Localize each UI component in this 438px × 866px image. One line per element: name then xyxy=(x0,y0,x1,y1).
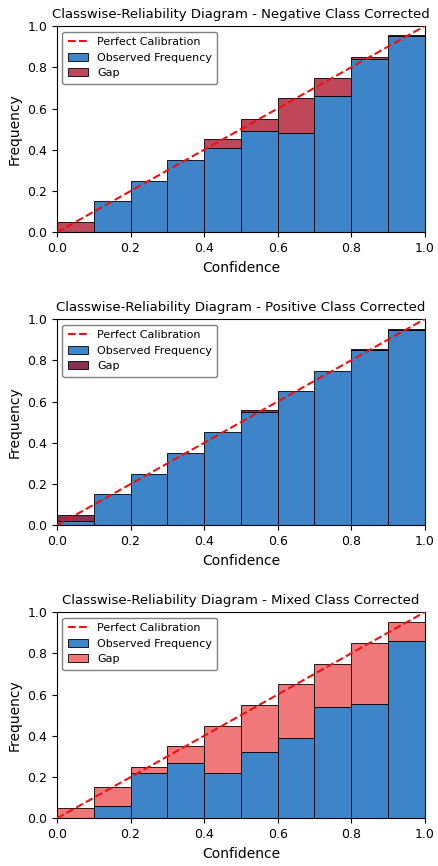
Bar xyxy=(204,432,241,526)
Bar xyxy=(94,202,131,232)
Bar xyxy=(278,98,314,133)
Bar xyxy=(57,808,94,818)
Bar xyxy=(351,643,388,704)
Bar xyxy=(388,36,425,232)
Bar xyxy=(314,78,351,96)
Bar xyxy=(94,806,131,818)
Bar xyxy=(204,726,241,773)
Bar xyxy=(278,684,314,738)
Bar xyxy=(131,181,167,232)
Bar xyxy=(94,787,131,806)
Y-axis label: Frequency: Frequency xyxy=(7,386,21,458)
Legend: Perfect Calibration, Observed Frequency, Gap: Perfect Calibration, Observed Frequency,… xyxy=(63,325,218,377)
Title: Classwise-Reliability Diagram - Negative Class Corrected: Classwise-Reliability Diagram - Negative… xyxy=(52,8,430,21)
Bar xyxy=(351,704,388,818)
Bar xyxy=(241,119,278,132)
Y-axis label: Frequency: Frequency xyxy=(7,94,21,165)
Bar xyxy=(167,453,204,526)
Legend: Perfect Calibration, Observed Frequency, Gap: Perfect Calibration, Observed Frequency,… xyxy=(63,31,218,84)
Bar xyxy=(351,59,388,232)
Bar xyxy=(241,412,278,526)
Bar xyxy=(351,349,388,350)
Bar xyxy=(278,738,314,818)
Bar xyxy=(204,148,241,232)
Bar xyxy=(388,623,425,641)
Bar xyxy=(131,773,167,818)
Bar xyxy=(204,139,241,148)
Bar xyxy=(241,410,278,412)
X-axis label: Confidence: Confidence xyxy=(202,847,280,861)
Bar xyxy=(241,705,278,753)
Bar xyxy=(314,371,351,526)
Bar xyxy=(57,222,94,232)
Bar xyxy=(57,521,94,526)
Bar xyxy=(278,133,314,232)
Bar xyxy=(57,515,94,521)
Bar xyxy=(351,57,388,59)
Bar xyxy=(314,707,351,818)
Title: Classwise-Reliability Diagram - Positive Class Corrected: Classwise-Reliability Diagram - Positive… xyxy=(56,301,426,313)
Bar xyxy=(131,766,167,773)
Bar xyxy=(94,494,131,526)
X-axis label: Confidence: Confidence xyxy=(202,553,280,567)
Bar xyxy=(167,763,204,818)
Legend: Perfect Calibration, Observed Frequency, Gap: Perfect Calibration, Observed Frequency,… xyxy=(63,617,218,669)
Bar xyxy=(241,132,278,232)
Bar xyxy=(388,329,425,330)
Bar xyxy=(204,773,241,818)
Bar xyxy=(314,96,351,232)
X-axis label: Confidence: Confidence xyxy=(202,261,280,275)
Bar xyxy=(167,746,204,763)
Bar xyxy=(167,160,204,232)
Title: Classwise-Reliability Diagram - Mixed Class Corrected: Classwise-Reliability Diagram - Mixed Cl… xyxy=(62,594,420,607)
Bar xyxy=(131,474,167,526)
Bar xyxy=(278,391,314,526)
Y-axis label: Frequency: Frequency xyxy=(7,679,21,751)
Bar xyxy=(241,753,278,818)
Bar xyxy=(314,663,351,707)
Bar xyxy=(388,330,425,526)
Bar xyxy=(388,641,425,818)
Bar xyxy=(351,350,388,526)
